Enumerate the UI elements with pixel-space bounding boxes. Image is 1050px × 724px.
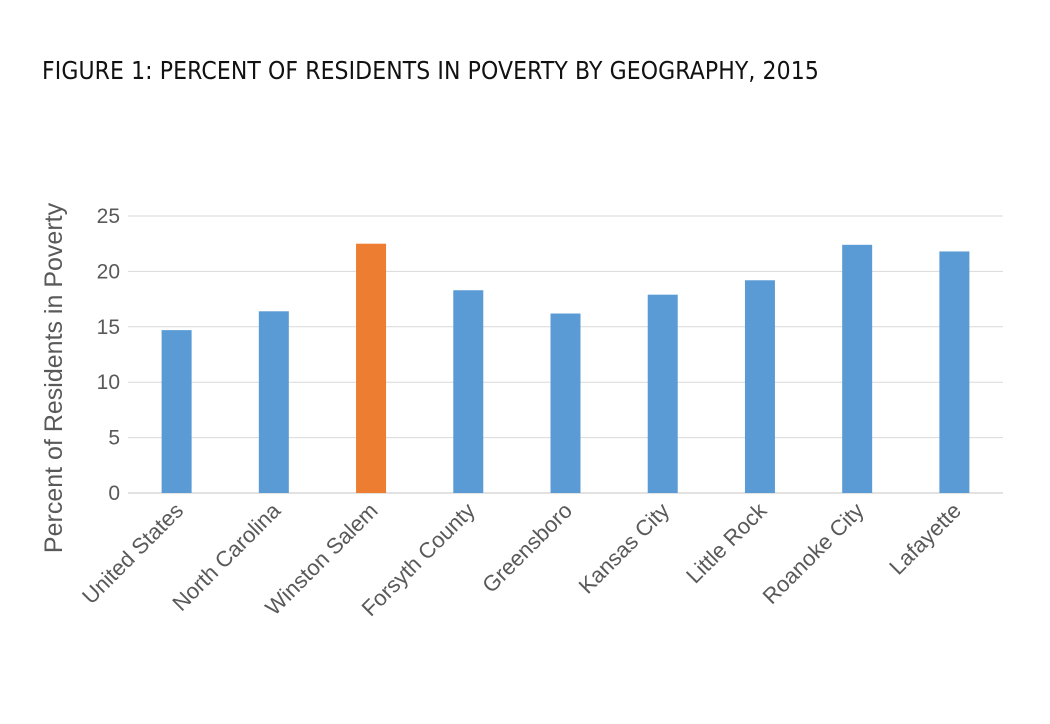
bar [258, 311, 289, 493]
y-tick-label: 15 [97, 316, 120, 339]
y-axis-title: Percent of Residents in Poverty [40, 202, 68, 553]
bar [161, 330, 192, 493]
bar [744, 280, 775, 493]
x-tick-label: Little Rock [681, 497, 772, 588]
y-tick-label: 25 [97, 205, 120, 228]
bar [550, 313, 581, 493]
bar [356, 243, 387, 493]
bars [161, 243, 970, 493]
y-tick-label: 20 [97, 260, 120, 283]
x-tick-label: United States [77, 498, 188, 609]
bar [453, 290, 484, 493]
x-tick-label: Greensboro [477, 498, 577, 598]
chart-title: FIGURE 1: PERCENT OF RESIDENTS IN POVERT… [42, 56, 819, 85]
y-tick-label: 5 [108, 427, 120, 450]
y-tick-label: 10 [97, 371, 120, 394]
bar [842, 244, 873, 493]
y-axis-ticks: 0 5 10 15 20 25 [97, 205, 120, 505]
x-tick-label: Roanoke City [758, 498, 869, 609]
y-tick-label: 0 [108, 482, 120, 505]
bar [647, 294, 678, 493]
x-tick-label: Lafayette [884, 498, 966, 580]
x-tick-label: Kansas City [574, 498, 675, 599]
bar [939, 251, 970, 493]
